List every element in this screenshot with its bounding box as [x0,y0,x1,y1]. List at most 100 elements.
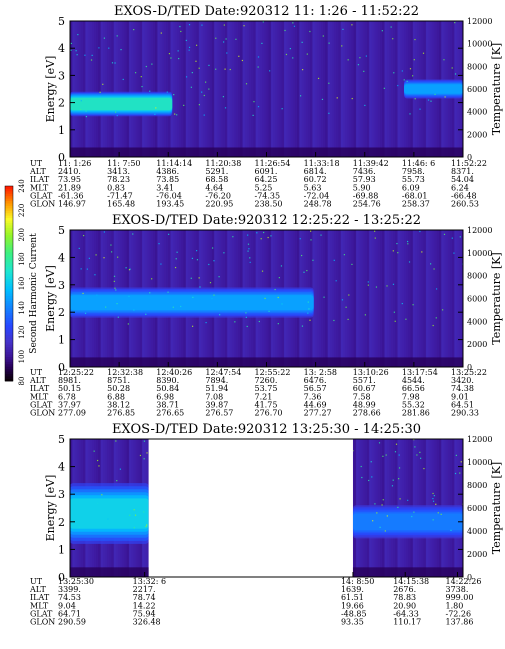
noise-speck [281,483,283,485]
noise-speck [441,309,444,311]
noise-speck [303,271,305,273]
table-cell: 7.98 [402,392,420,401]
spectrogram-streak [142,21,145,157]
table-cell: 12:25:22 [58,368,94,377]
noise-speck [306,269,308,272]
noise-speck [451,67,453,69]
spectrogram-streak [187,21,191,157]
noise-speck [198,67,200,69]
noise-speck [103,231,105,233]
table-cell: 39.87 [205,400,228,409]
spectrogram-streak [373,230,376,367]
noise-speck [247,478,249,481]
spectrogram-streak [222,439,226,577]
spectrogram-streak [329,439,333,577]
table-cell: 13:25:30 [58,577,94,586]
colorbar-swatch [5,210,13,214]
colorbar-swatch [5,271,13,275]
spectrogram-streak [417,230,420,367]
noise-speck [301,325,304,327]
spectrogram-streak [100,21,104,157]
spectrogram-streak [371,230,374,367]
noise-speck [398,467,401,469]
noise-speck [419,451,421,453]
table-cell: 238.50 [255,200,283,209]
table-cell: -71.47 [107,191,133,200]
spectrogram-streak [338,21,342,157]
spectrogram-streak [314,439,318,577]
noise-speck [128,295,130,297]
spectrogram-streak [408,230,411,367]
noise-speck [301,254,303,257]
noise-speck [277,323,279,325]
noise-speck [236,469,238,471]
noise-speck [141,85,143,88]
spectrogram-streak [410,230,414,367]
spectrogram-streak [262,439,265,577]
spectrogram-streak [340,230,344,367]
noise-speck [196,259,199,261]
table-cell: -76.04 [156,191,182,200]
noise-speck [454,73,457,75]
noise-speck [322,35,324,37]
table-cell: -66.48 [451,191,477,200]
spectrogram-streak [323,21,326,157]
colorbar-swatch [5,281,13,284]
noise-speck [134,514,137,516]
colorbar-swatch [5,256,13,260]
noise-speck [218,276,220,278]
noise-speck [221,471,224,474]
spectrogram-streak [345,21,348,157]
spectrogram-streak [362,230,366,367]
noise-speck [228,515,230,517]
noise-speck [207,479,209,481]
spectrogram-streak [305,439,309,577]
colorbar-swatch [5,334,13,338]
noise-speck [281,303,283,305]
table-row-label: UT [30,577,43,586]
spectrogram-streak [264,439,267,577]
spectrogram-streak [406,230,409,367]
noise-speck [209,485,211,487]
noise-speck [256,232,258,234]
noise-speck [201,91,203,93]
spectrogram-panel-3: EXOS-D/TED Date:920312 13:25:30 - 14:25:… [29,422,503,627]
right-tick-label: 4000 [467,527,487,536]
colorbar-swatch [5,276,13,280]
noise-speck [160,32,162,34]
spectrogram-streak [375,230,379,367]
spectrogram-image [70,230,463,367]
spectrogram-streak [225,21,228,157]
noise-speck [198,104,201,106]
spectrogram-streak [196,21,200,157]
noise-speck [280,265,283,267]
spectrogram-streak [390,230,394,367]
noise-speck [243,25,245,27]
noise-speck [145,525,147,528]
spectrogram-streak [107,21,110,157]
panel-title: EXOS-D/TED Date:920312 12:25:22 - 13:25:… [112,213,421,228]
noise-speck [386,285,388,287]
noise-speck [151,63,153,65]
spectrogram-streak [115,21,119,157]
noise-speck [351,263,353,266]
right-axis-label: Temperature [K] [490,462,503,554]
spectrogram-streak [231,21,235,157]
spectrogram-streak [419,230,422,367]
spectrogram-streak [155,21,158,157]
table-cell: 38.12 [107,400,130,409]
noise-speck [97,459,99,462]
table-cell: 7894. [205,376,228,385]
right-tick-label: 6000 [467,504,487,513]
noise-speck [88,257,90,259]
noise-speck [328,112,330,114]
table-cell: 193.45 [156,200,184,209]
colorbar-swatch [5,203,13,206]
noise-speck [102,83,104,85]
noise-speck [234,469,236,471]
table-cell: 53.75 [255,384,278,393]
noise-speck [175,451,177,453]
table-cell: 146.97 [58,200,86,209]
left-tick-label: 5 [58,224,65,237]
